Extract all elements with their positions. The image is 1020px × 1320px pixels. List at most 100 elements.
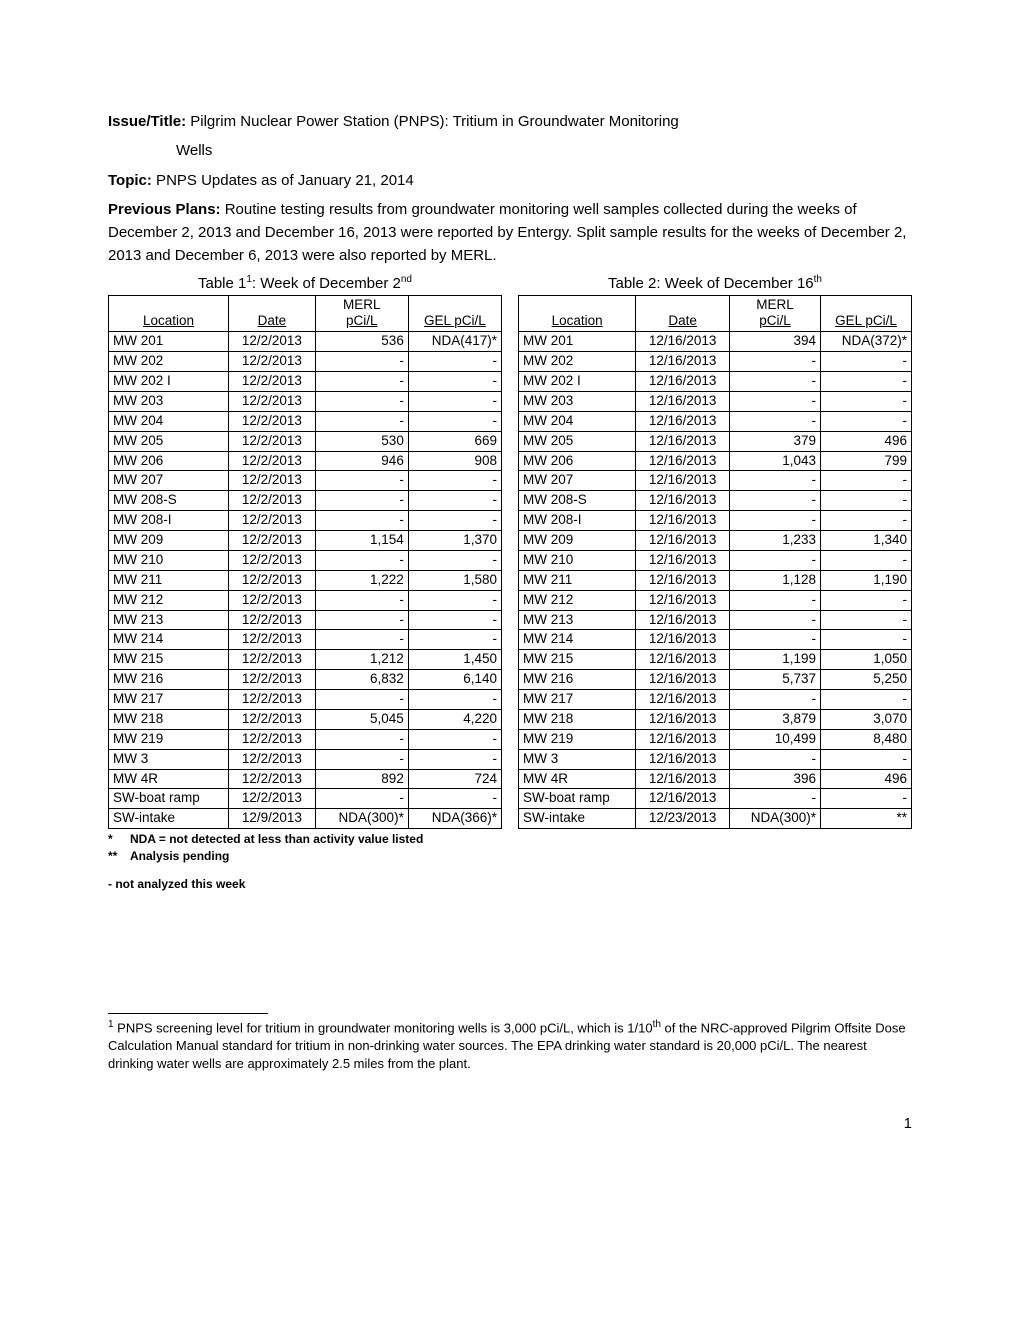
table-cell: 12/16/2013: [636, 769, 730, 789]
table-cell: 12/16/2013: [636, 729, 730, 749]
table-cell: MW 207: [519, 471, 636, 491]
table-cell: -: [408, 491, 501, 511]
table-cell: 12/16/2013: [636, 531, 730, 551]
table-cell: 12/16/2013: [636, 630, 730, 650]
table-cell: 12/16/2013: [636, 471, 730, 491]
table-cell: MW 209: [519, 531, 636, 551]
table-cell: -: [821, 630, 912, 650]
table1-body: MW 20112/2/2013536NDA(417)*MW 20212/2/20…: [109, 332, 502, 829]
table-row: MW 20912/16/20131,2331,340: [519, 531, 912, 551]
table-row: MW 20512/2/2013530669: [109, 431, 502, 451]
table-cell: 12/2/2013: [229, 471, 316, 491]
table-cell: SW-boat ramp: [109, 789, 229, 809]
table1-col-date: Date: [229, 295, 316, 332]
table-cell: -: [730, 749, 821, 769]
table-cell: -: [315, 511, 408, 531]
table-cell: -: [315, 749, 408, 769]
table-cell: **: [821, 809, 912, 829]
table-cell: -: [730, 391, 821, 411]
table-cell: -: [315, 471, 408, 491]
table-cell: 12/16/2013: [636, 451, 730, 471]
table-cell: -: [408, 372, 501, 392]
table-cell: 12/2/2013: [229, 332, 316, 352]
table-cell: 12/2/2013: [229, 431, 316, 451]
table-cell: -: [730, 352, 821, 372]
table-cell: MW 211: [109, 570, 229, 590]
table1-head: Location Date MERLpCi/L GEL pCi/L: [109, 295, 502, 332]
endnote: 1 PNPS screening level for tritium in gr…: [108, 1018, 912, 1072]
table-cell: 5,737: [730, 670, 821, 690]
table-cell: 12/2/2013: [229, 372, 316, 392]
table-cell: MW 219: [109, 729, 229, 749]
table1-title-suf: nd: [401, 274, 412, 285]
table-cell: 536: [315, 332, 408, 352]
table1-col-gel: GEL pCi/L: [408, 295, 501, 332]
table-cell: NDA(300)*: [315, 809, 408, 829]
table-cell: -: [408, 690, 501, 710]
table2: Location Date MERLpCi/L GEL pCi/L MW 201…: [518, 295, 912, 830]
table-row: SW-intake12/23/2013NDA(300)***: [519, 809, 912, 829]
table-cell: 669: [408, 431, 501, 451]
table-cell: NDA(366)*: [408, 809, 501, 829]
table-row: MW 20212/16/2013--: [519, 352, 912, 372]
table2-title-suf: th: [814, 274, 822, 285]
table-cell: MW 206: [519, 451, 636, 471]
table-row: MW 21712/2/2013--: [109, 690, 502, 710]
header-block: Issue/Title: Pilgrim Nuclear Power Stati…: [108, 110, 912, 268]
table-cell: 12/2/2013: [229, 670, 316, 690]
table-cell: 908: [408, 451, 501, 471]
table-cell: 12/9/2013: [229, 809, 316, 829]
table-row: MW 208-I12/2/2013--: [109, 511, 502, 531]
table1: Location Date MERLpCi/L GEL pCi/L MW 201…: [108, 295, 502, 830]
table-cell: 1,199: [730, 650, 821, 670]
table-row: MW 20512/16/2013379496: [519, 431, 912, 451]
table-cell: 1,190: [821, 570, 912, 590]
table-row: MW 20312/16/2013--: [519, 391, 912, 411]
tables-wrap: Table 11: Week of December 2nd Location …: [108, 274, 912, 830]
table-cell: MW 4R: [519, 769, 636, 789]
table-cell: NDA(300)*: [730, 809, 821, 829]
table-cell: -: [315, 789, 408, 809]
table-cell: 396: [730, 769, 821, 789]
footnote-dstar: Analysis pending: [130, 848, 229, 865]
table1-col-location: Location: [109, 295, 229, 332]
table-cell: 12/2/2013: [229, 491, 316, 511]
table-cell: 12/16/2013: [636, 411, 730, 431]
table-cell: 10,499: [730, 729, 821, 749]
table2-title: Table 2: Week of December 16th: [518, 274, 912, 293]
table1-column: Table 11: Week of December 2nd Location …: [108, 274, 502, 830]
table-row: MW 21112/2/20131,2221,580: [109, 570, 502, 590]
table-cell: -: [821, 352, 912, 372]
table-cell: 12/16/2013: [636, 670, 730, 690]
table-cell: 12/2/2013: [229, 709, 316, 729]
table-cell: 12/2/2013: [229, 550, 316, 570]
issue-line2: Wells: [108, 139, 912, 162]
table-cell: MW 211: [519, 570, 636, 590]
table-cell: -: [408, 789, 501, 809]
page-number: 1: [108, 1112, 912, 1135]
table-cell: 12/16/2013: [636, 550, 730, 570]
table-row: MW 312/16/2013--: [519, 749, 912, 769]
table-row: MW 20412/2/2013--: [109, 411, 502, 431]
table-row: MW 21912/16/201310,4998,480: [519, 729, 912, 749]
table-cell: NDA(372)*: [821, 332, 912, 352]
table-cell: -: [821, 590, 912, 610]
table-cell: -: [821, 471, 912, 491]
footnote-dstar-sym: **: [108, 848, 130, 865]
table-row: MW 21212/2/2013--: [109, 590, 502, 610]
table-cell: 1,050: [821, 650, 912, 670]
table-cell: -: [821, 391, 912, 411]
table-cell: 12/2/2013: [229, 570, 316, 590]
table-cell: 12/2/2013: [229, 451, 316, 471]
table2-column: Table 2: Week of December 16th Location …: [518, 274, 912, 830]
prev-text: Routine testing results from groundwater…: [108, 201, 906, 265]
table-cell: MW 210: [109, 550, 229, 570]
table-row: MW 20712/2/2013--: [109, 471, 502, 491]
table-cell: MW 213: [109, 610, 229, 630]
table-row: MW 4R12/16/2013396496: [519, 769, 912, 789]
table-cell: 496: [821, 431, 912, 451]
table2-col-date: Date: [636, 295, 730, 332]
table-cell: 12/16/2013: [636, 352, 730, 372]
table-cell: 8,480: [821, 729, 912, 749]
table-cell: -: [408, 610, 501, 630]
